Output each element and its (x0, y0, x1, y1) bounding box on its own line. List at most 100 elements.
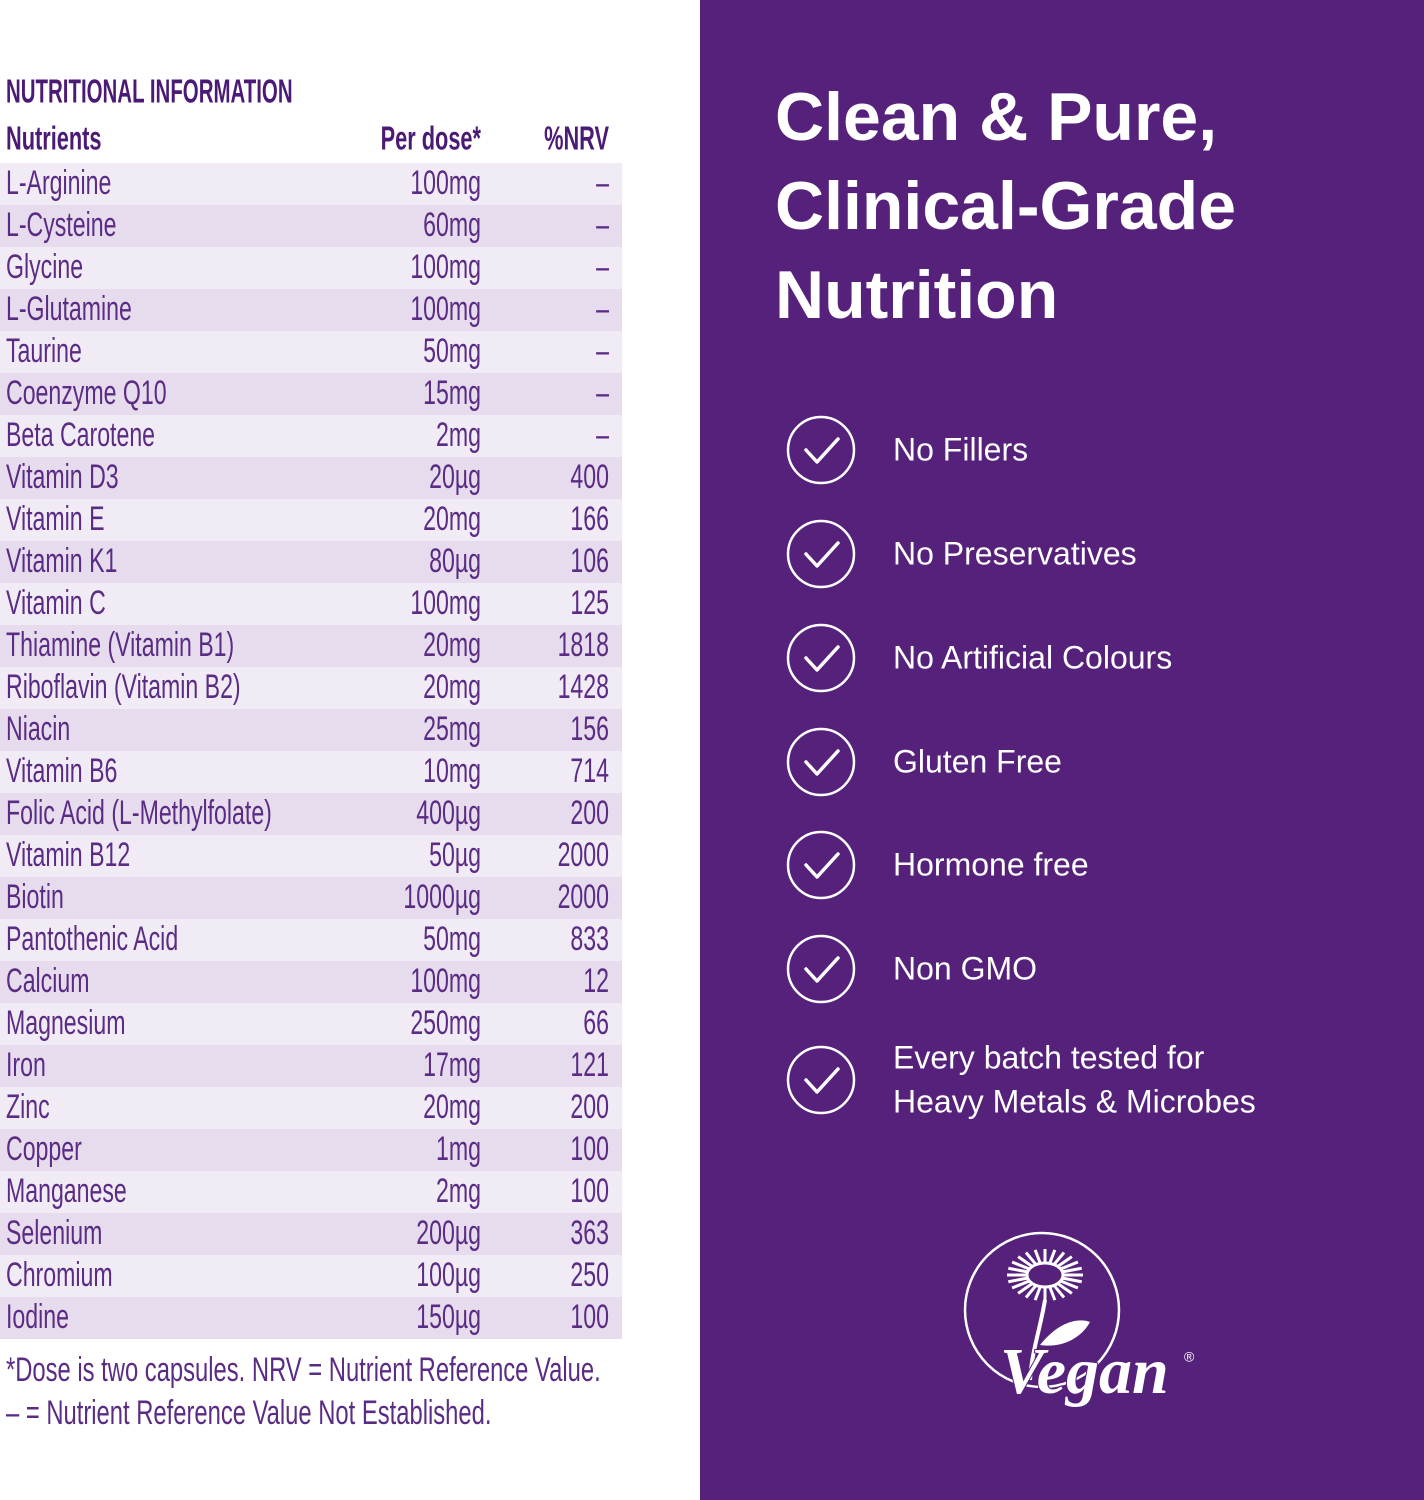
table-cell: 2000 (558, 837, 609, 874)
table-row (0, 331, 622, 373)
table-cell: 2mg (436, 1173, 481, 1210)
table-row (0, 1213, 622, 1255)
logo-petal (1052, 1251, 1066, 1266)
table-row (0, 709, 622, 751)
column-header: Nutrients (6, 120, 102, 157)
logo-petal (1062, 1276, 1082, 1284)
table-cell: 100 (570, 1299, 609, 1336)
table-cell: 125 (570, 585, 609, 622)
check-mark (804, 956, 840, 983)
table-cell: Folic Acid (L-Methylfolate) (6, 795, 272, 832)
table-row (0, 1045, 622, 1087)
logo-petal (1011, 1279, 1030, 1290)
table-cell: Vitamin D3 (6, 459, 119, 496)
column-header: %NRV (544, 120, 609, 157)
table-cell: 60mg (423, 207, 481, 244)
table-cell: 2mg (436, 417, 481, 454)
check-mark (804, 645, 840, 672)
table-row (0, 457, 622, 499)
table-row (0, 877, 622, 919)
table-cell: 156 (570, 711, 609, 748)
table-cell: 100µg (416, 1257, 481, 1294)
table-row (0, 1297, 622, 1339)
feature-label: No Fillers (893, 431, 1028, 467)
table-row (0, 1003, 622, 1045)
table-cell: 25mg (423, 711, 481, 748)
logo-petal (1062, 1266, 1082, 1274)
table-cell: 121 (570, 1047, 609, 1084)
table-cell: Biotin (6, 879, 64, 916)
footnote: *Dose is two capsules. NRV = Nutrient Re… (6, 1351, 601, 1389)
table-cell: Iron (6, 1047, 46, 1084)
table-cell: Manganese (6, 1173, 127, 1210)
logo-petal (1056, 1255, 1073, 1268)
table-cell: 20mg (423, 669, 481, 706)
table-cell: – (596, 375, 610, 412)
table-cell: 106 (570, 543, 609, 580)
table-cell: 400µg (416, 795, 481, 832)
table-cell: 1428 (558, 669, 609, 706)
table-cell: 2000 (558, 879, 609, 916)
table-row (0, 1087, 622, 1129)
table-cell: – (596, 333, 610, 370)
table-cell: Vitamin E (6, 501, 104, 538)
table-cell: Riboflavin (Vitamin B2) (6, 669, 241, 706)
logo-petal (1060, 1279, 1079, 1290)
table-cell: 833 (570, 921, 609, 958)
table-cell: 250mg (410, 1005, 481, 1042)
table-cell: 100mg (410, 165, 481, 202)
check-circle (786, 623, 856, 693)
check-mark (804, 852, 840, 879)
table-cell: 20mg (423, 627, 481, 664)
feature-label: Hormone free (893, 846, 1089, 882)
table-cell: Magnesium (6, 1005, 125, 1042)
table-cell: Glycine (6, 249, 83, 286)
feature-label: No Artificial Colours (893, 639, 1172, 675)
logo-petal (1011, 1260, 1030, 1271)
check-circle (786, 519, 856, 589)
feature-label: Gluten Free (893, 743, 1062, 779)
logo-petal (1056, 1282, 1073, 1295)
logo-petal (1060, 1260, 1079, 1271)
check-circle (786, 830, 856, 900)
table-cell: Zinc (6, 1089, 50, 1126)
logo-petal (1024, 1284, 1038, 1299)
table-cell: 100mg (410, 585, 481, 622)
table-cell: Vitamin B6 (6, 753, 117, 790)
panel-title: Clean & Pure, (775, 79, 1217, 155)
logo-petal (1048, 1286, 1057, 1301)
table-cell: 1818 (558, 627, 609, 664)
table-row (0, 205, 622, 247)
check-circle (786, 415, 856, 485)
logo-petal (1008, 1266, 1028, 1274)
table-cell: 50mg (423, 921, 481, 958)
table-cell: L-Cysteine (6, 207, 116, 244)
table-cell: 100 (570, 1173, 609, 1210)
table-cell: Vitamin B12 (6, 837, 130, 874)
table-cell: 200µg (416, 1215, 481, 1252)
panel-title: Nutrition (775, 257, 1058, 333)
table-cell: Niacin (6, 711, 70, 748)
table-cell: 1mg (436, 1131, 481, 1168)
table-row (0, 415, 622, 457)
table-cell: Vitamin K1 (6, 543, 117, 580)
logo-registered: ® (1184, 1349, 1195, 1365)
check-circle (786, 934, 856, 1004)
purple-panel (700, 0, 1424, 1500)
table-cell: L-Arginine (6, 165, 111, 202)
table-row (0, 793, 622, 835)
table-cell: – (596, 291, 610, 328)
logo-petal (1008, 1276, 1028, 1284)
table-cell: – (596, 249, 610, 286)
table-cell: 17mg (423, 1047, 481, 1084)
table-row (0, 667, 622, 709)
table-row (0, 163, 622, 205)
panel-title: Clinical-Grade (775, 168, 1236, 244)
table-cell: 20µg (429, 459, 481, 496)
table-cell: Beta Carotene (6, 417, 155, 454)
table-title: NUTRITIONAL INFORMATION (6, 73, 293, 110)
table-cell: 12 (583, 963, 609, 1000)
table-cell: – (596, 165, 610, 202)
table-cell: 100mg (410, 249, 481, 286)
